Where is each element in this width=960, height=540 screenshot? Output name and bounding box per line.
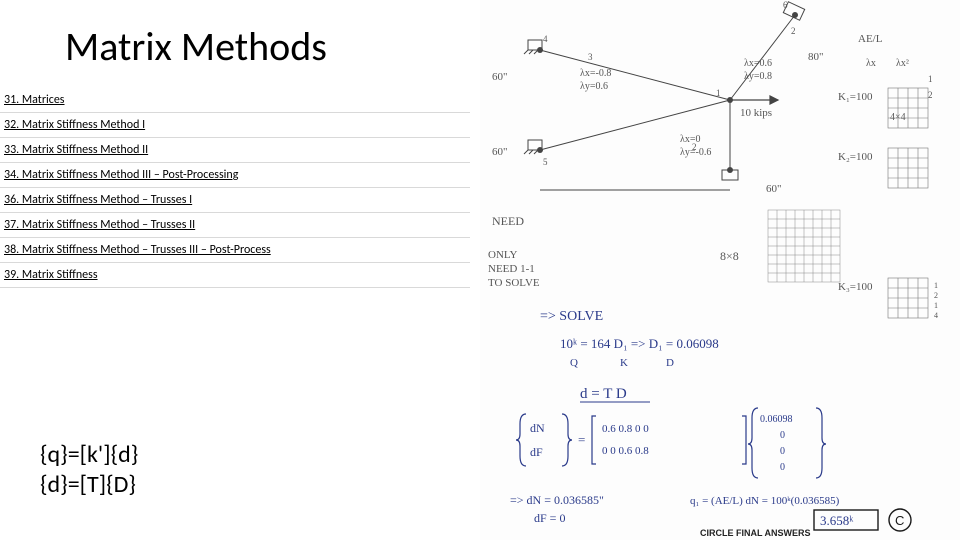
toc-item[interactable]: 32. Matrix Stiffness Method I (0, 113, 470, 138)
toc-link-32[interactable]: 32. Matrix Stiffness Method I (4, 118, 145, 132)
svg-text:λy=0.6: λy=0.6 (580, 81, 608, 92)
svg-text:0: 0 (780, 462, 785, 473)
svg-text:=: = (578, 432, 585, 447)
svg-text:NEED 1-1: NEED 1-1 (488, 263, 535, 275)
toc-item[interactable]: 39. Matrix Stiffness (0, 263, 470, 288)
svg-text:0.06098: 0.06098 (760, 414, 793, 425)
svg-text:λy=-0.6: λy=-0.6 (680, 147, 711, 158)
slide: Matrix Methods 31. Matrices 32. Matrix S… (0, 0, 960, 540)
footer-label: CIRCLE FINAL ANSWERS (700, 528, 811, 538)
svg-text:=> dN = 0.036585": => dN = 0.036585" (510, 493, 604, 507)
svg-text:λx=-0.8: λx=-0.8 (580, 68, 611, 79)
svg-text:q₁ = (AE/L) dN = 100ᵏ(0.036585: q₁ = (AE/L) dN = 100ᵏ(0.036585) (690, 495, 840, 507)
dim-60b: 60" (492, 146, 508, 158)
svg-text:0 0 0.6 0.8: 0 0 0.6 0.8 (602, 445, 649, 457)
svg-text:λx=0: λx=0 (680, 134, 701, 145)
svg-text:D: D (666, 357, 674, 369)
svg-text:λx²: λx² (896, 58, 909, 69)
svg-text:d = T D: d = T D (580, 386, 627, 402)
svg-text:AE/L: AE/L (858, 33, 883, 45)
svg-text:0.6 0.8 0 0: 0.6 0.8 0 0 (602, 423, 649, 435)
svg-text:ONLY: ONLY (488, 249, 518, 261)
svg-text:dF = 0: dF = 0 (534, 511, 565, 525)
table-of-contents: 31. Matrices 32. Matrix Stiffness Method… (0, 88, 470, 288)
toc-link-31[interactable]: 31. Matrices (4, 93, 65, 107)
equation-line-1: {q}=[k']{d} (40, 440, 138, 470)
svg-text:dN: dN (530, 421, 545, 435)
svg-text:K: K (620, 357, 628, 369)
circled-C: C (895, 513, 904, 528)
svg-text:1: 1 (934, 301, 938, 310)
svg-text:5: 5 (543, 157, 548, 167)
toc-item[interactable]: 31. Matrices (0, 88, 470, 113)
toc-item[interactable]: 33. Matrix Stiffness Method II (0, 138, 470, 163)
svg-text:0: 0 (780, 430, 785, 441)
svg-text:λx: λx (866, 58, 876, 69)
svg-text:6: 6 (783, 0, 788, 10)
equation-line-2: {d}=[T]{D} (40, 470, 138, 500)
dim-60a: 60" (492, 71, 508, 83)
svg-text:λx=0.6: λx=0.6 (744, 58, 772, 69)
svg-text:dF: dF (530, 445, 543, 459)
svg-text:4: 4 (934, 311, 938, 320)
svg-text:4: 4 (543, 34, 548, 44)
svg-text:1: 1 (716, 88, 721, 98)
svg-text:10ᵏ = 164 D₁ => D₁ = 0.06098: 10ᵏ = 164 D₁ => D₁ = 0.06098 (560, 336, 719, 351)
dim-60c: 60" (766, 183, 782, 195)
svg-text:=> SOLVE: => SOLVE (540, 309, 603, 324)
svg-text:3: 3 (588, 52, 593, 62)
handwritten-sketch: 4 3 5 1 2 2 6 10 kips 60" 60" 80" 60" λx… (480, 0, 960, 540)
toc-link-36[interactable]: 36. Matrix Stiffness Method – Trusses I (4, 193, 192, 207)
toc-item[interactable]: 37. Matrix Stiffness Method – Trusses II (0, 213, 470, 238)
equations-block: {q}=[k']{d} {d}=[T]{D} (40, 440, 138, 500)
svg-text:1: 1 (934, 281, 938, 290)
toc-link-34[interactable]: 34. Matrix Stiffness Method III – Post-P… (4, 168, 238, 182)
toc-link-37[interactable]: 37. Matrix Stiffness Method – Trusses II (4, 218, 195, 232)
toc-item[interactable]: 34. Matrix Stiffness Method III – Post-P… (0, 163, 470, 188)
toc-link-33[interactable]: 33. Matrix Stiffness Method II (4, 143, 148, 157)
svg-text:NEED: NEED (492, 214, 524, 228)
svg-text:0: 0 (780, 446, 785, 457)
svg-text:TO SOLVE: TO SOLVE (488, 277, 540, 289)
svg-text:2: 2 (934, 291, 938, 300)
svg-text:Q: Q (570, 357, 578, 369)
toc-item[interactable]: 36. Matrix Stiffness Method – Trusses I (0, 188, 470, 213)
toc-link-38[interactable]: 38. Matrix Stiffness Method – Trusses II… (4, 243, 271, 257)
svg-text:1: 1 (928, 74, 933, 84)
svg-text:K₃=100: K₃=100 (838, 281, 873, 293)
svg-text:K₁=100: K₁=100 (838, 91, 873, 103)
page-title: Matrix Methods (65, 22, 327, 71)
svg-text:8×8: 8×8 (720, 249, 739, 263)
boxed-answer: 3.658ᵏ (820, 513, 853, 528)
svg-text:λy=0.8: λy=0.8 (744, 71, 772, 82)
svg-text:2: 2 (928, 90, 933, 100)
load-label: 10 kips (740, 107, 772, 119)
toc-item[interactable]: 38. Matrix Stiffness Method – Trusses II… (0, 238, 470, 263)
svg-text:K₂=100: K₂=100 (838, 151, 873, 163)
dim-80: 80" (808, 51, 824, 63)
toc-link-39[interactable]: 39. Matrix Stiffness (4, 268, 98, 282)
svg-text:2: 2 (791, 26, 796, 36)
